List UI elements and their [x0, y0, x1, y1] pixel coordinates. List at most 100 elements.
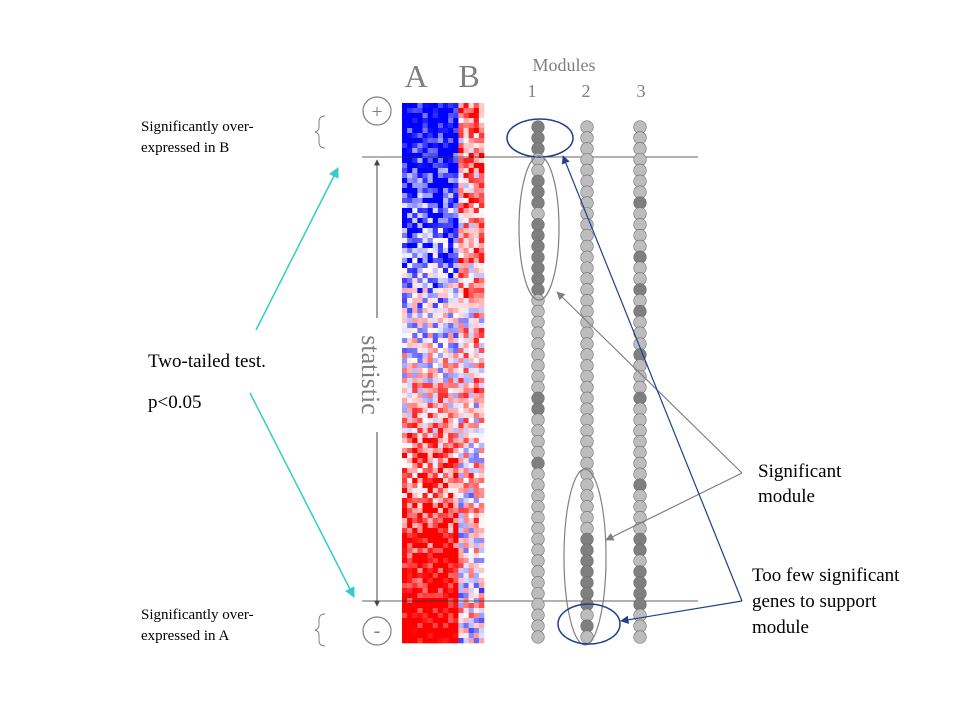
heatmap-cell: [432, 378, 439, 384]
heatmap-cell: [448, 128, 454, 134]
heatmap-cell: [407, 623, 413, 629]
heatmap-cell: [402, 288, 408, 294]
heatmap-cell: [407, 413, 413, 419]
heatmap-cell: [468, 603, 475, 609]
heatmap-cell: [402, 438, 408, 444]
heatmap-cell: [407, 563, 413, 569]
heatmap-cell: [417, 618, 423, 624]
heatmap-cell: [478, 213, 485, 219]
heatmap-cell: [432, 183, 439, 189]
heatmap-cell: [422, 423, 428, 429]
heatmap-cell: [427, 258, 434, 264]
heatmap-cell: [458, 213, 464, 219]
heatmap-cell: [412, 638, 418, 644]
heatmap-cell: [432, 218, 439, 224]
heatmap-cell: [437, 473, 444, 479]
heatmap-cell: [427, 243, 434, 249]
heatmap-cell: [427, 313, 434, 319]
heatmap-cell: [422, 138, 428, 144]
heatmap-cell: [468, 578, 475, 584]
heatmap-cell: [463, 428, 469, 434]
heatmap-cell: [478, 218, 485, 224]
heatmap-cell: [402, 188, 408, 194]
heatmap-cell: [473, 413, 480, 419]
heatmap-cell: [412, 333, 418, 339]
heatmap-cell: [437, 558, 444, 564]
heatmap-cell: [463, 403, 469, 409]
heatmap-cell: [443, 608, 449, 614]
heatmap-cell: [407, 603, 413, 609]
heatmap-cell: [427, 268, 434, 274]
heatmap-cell: [453, 233, 459, 239]
heatmap-cell: [437, 523, 444, 529]
heatmap-cell: [402, 628, 408, 634]
heatmap-cell: [412, 258, 418, 264]
heatmap-cell: [427, 113, 434, 119]
heatmap-cell: [458, 493, 464, 499]
heatmap-cell: [412, 453, 418, 459]
heatmap-cell: [458, 603, 464, 609]
heatmap-cell: [412, 208, 418, 214]
heatmap-cell: [407, 478, 413, 484]
heatmap-cell: [458, 593, 464, 599]
heatmap-cell: [443, 288, 449, 294]
heatmap-cell: [402, 433, 408, 439]
heatmap-cell: [422, 388, 428, 394]
heatmap-cell: [443, 418, 449, 424]
heatmap-cell: [448, 213, 454, 219]
heatmap-cell: [443, 543, 449, 549]
heatmap-cell: [448, 618, 454, 624]
heatmap-cell: [407, 638, 413, 644]
heatmap-cell: [427, 513, 434, 519]
heatmap-cell: [422, 213, 428, 219]
heatmap-cell: [448, 458, 454, 464]
heatmap-cell: [463, 453, 469, 459]
heatmap-cell: [443, 588, 449, 594]
heatmap-cell: [458, 413, 464, 419]
heatmap-cell: [448, 273, 454, 279]
heatmap-cell: [478, 453, 485, 459]
heatmap-cell: [437, 203, 444, 209]
heatmap-cell: [448, 563, 454, 569]
heatmap-cell: [427, 173, 434, 179]
heatmap-cell: [437, 583, 444, 589]
heatmap-cell: [458, 633, 464, 639]
heatmap-cell: [453, 278, 459, 284]
heatmap-cell: [443, 513, 449, 519]
heatmap-cell: [427, 393, 434, 399]
heatmap-cell: [432, 398, 439, 404]
heatmap-cell: [473, 243, 480, 249]
heatmap-cell: [422, 228, 428, 234]
heatmap-cell: [478, 178, 485, 184]
heatmap-cell: [417, 113, 423, 119]
heatmap-cell: [478, 433, 485, 439]
heatmap-cell: [463, 493, 469, 499]
heatmap-cell: [407, 613, 413, 619]
heatmap-cell: [407, 123, 413, 129]
heatmap-cell: [422, 578, 428, 584]
heatmap-cell: [427, 383, 434, 389]
heatmap-cell: [407, 338, 413, 344]
heatmap-cell: [468, 498, 475, 504]
heatmap-cell: [468, 528, 475, 534]
heatmap-cell: [478, 143, 485, 149]
heatmap-cell: [422, 288, 428, 294]
heatmap-cell: [453, 193, 459, 199]
heatmap-cell: [422, 613, 428, 619]
heatmap-cell: [402, 323, 408, 329]
heatmap-cell: [422, 383, 428, 389]
heatmap-cell: [463, 123, 469, 129]
heatmap-cell: [402, 583, 408, 589]
heatmap-cell: [427, 203, 434, 209]
heatmap-cell: [437, 273, 444, 279]
heatmap-cell: [463, 618, 469, 624]
heatmap-cell: [437, 528, 444, 534]
heatmap-cell: [448, 208, 454, 214]
heatmap-cell: [478, 398, 485, 404]
heatmap-cell: [427, 163, 434, 169]
heatmap-cell: [478, 413, 485, 419]
heatmap-cell: [432, 288, 439, 294]
heatmap-cell: [417, 308, 423, 314]
heatmap-cell: [427, 523, 434, 529]
heatmap-cell: [458, 458, 464, 464]
